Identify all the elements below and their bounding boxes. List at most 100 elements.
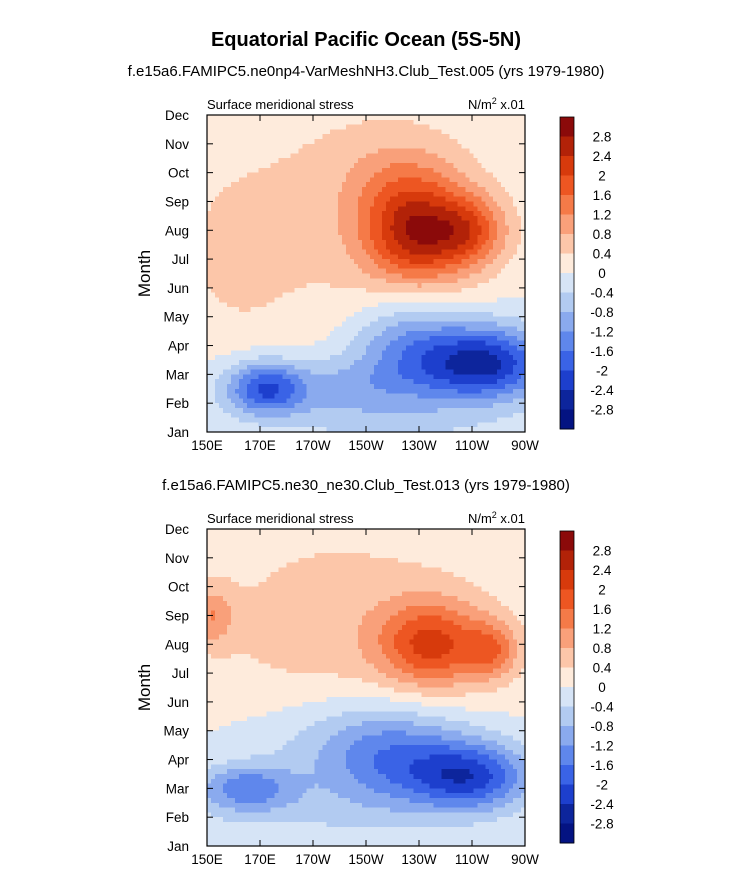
heatmap-cell: [294, 268, 300, 275]
heatmap-cell: [258, 129, 264, 135]
heatmap-cell: [409, 239, 415, 246]
heatmap-cell: [362, 273, 367, 279]
heatmap-cell: [306, 393, 311, 399]
heatmap-cell: [445, 292, 451, 299]
heatmap-cell: [377, 139, 383, 145]
heatmap-cell: [429, 143, 435, 150]
heatmap-cell: [302, 427, 307, 433]
heatmap-cell: [429, 412, 435, 419]
heatmap-cell: [218, 206, 224, 212]
heatmap-cell: [354, 263, 359, 270]
heatmap-cell: [278, 427, 284, 433]
heatmap-cell: [473, 364, 478, 371]
heatmap-cell: [346, 263, 351, 270]
heatmap-cell: [429, 153, 435, 159]
heatmap-cell: [266, 268, 272, 275]
heatmap-cell: [338, 388, 343, 395]
heatmap-cell: [358, 201, 363, 207]
heatmap-cell: [230, 115, 236, 121]
heatmap-cell: [421, 326, 427, 332]
heatmap-cell: [362, 254, 367, 260]
heatmap-cell: [489, 254, 494, 260]
heatmap-cell: [254, 345, 260, 351]
heatmap-cell: [294, 398, 300, 404]
heatmap-cell: [425, 239, 431, 246]
heatmap-cell: [354, 225, 359, 231]
heatmap-cell: [222, 403, 228, 409]
heatmap-cell: [234, 350, 240, 356]
heatmap-cell: [246, 359, 252, 366]
heatmap-cell: [214, 196, 220, 203]
heatmap-cell: [266, 326, 272, 332]
heatmap-cell: [441, 124, 447, 131]
heatmap-cell: [222, 321, 228, 327]
heatmap-cell: [342, 259, 347, 265]
heatmap-cell: [290, 407, 296, 414]
heatmap-cell: [207, 307, 212, 313]
heatmap-cell: [214, 355, 220, 361]
heatmap-cell: [481, 427, 486, 433]
heatmap-cell: [433, 383, 439, 390]
heatmap-cell: [389, 326, 395, 332]
heatmap-cell: [222, 115, 228, 121]
heatmap-cell: [453, 302, 459, 308]
heatmap-cell: [298, 167, 304, 174]
heatmap-cell: [354, 177, 359, 183]
heatmap-cell: [262, 355, 268, 361]
heatmap-cell: [298, 369, 304, 375]
heatmap-cell: [433, 388, 439, 395]
heatmap-cell: [429, 417, 435, 423]
heatmap-cell: [258, 278, 264, 284]
heatmap-cell: [497, 153, 502, 159]
heatmap-cell: [485, 167, 490, 174]
heatmap-cell: [342, 211, 347, 217]
heatmap-cell: [401, 417, 407, 423]
heatmap-cell: [246, 407, 252, 414]
heatmap-cell: [393, 427, 399, 433]
heatmap-cell: [350, 292, 355, 299]
heatmap-cell: [397, 422, 403, 428]
heatmap-cell: [397, 206, 403, 212]
heatmap-cell: [330, 321, 335, 327]
heatmap-cell: [473, 182, 478, 188]
heatmap-cell: [242, 182, 248, 188]
heatmap-cell: [330, 215, 335, 222]
heatmap-cell: [314, 215, 319, 222]
heatmap-cell: [254, 220, 260, 227]
heatmap-cell: [358, 148, 363, 155]
heatmap-cell: [250, 259, 256, 265]
heatmap-cell: [413, 259, 419, 265]
heatmap-cell: [298, 364, 304, 371]
heatmap-cell: [501, 249, 506, 255]
heatmap-cell: [302, 383, 307, 390]
heatmap-cell: [457, 412, 463, 419]
heatmap-cell: [469, 292, 474, 299]
heatmap-cell: [389, 417, 395, 423]
heatmap-cell: [393, 196, 399, 203]
heatmap-cell: [473, 148, 478, 155]
heatmap-cell: [381, 383, 387, 390]
heatmap-cell: [465, 134, 470, 140]
heatmap-cell: [469, 302, 474, 308]
heatmap-cell: [230, 278, 236, 284]
heatmap-cell: [290, 427, 296, 433]
heatmap-cell: [461, 134, 466, 140]
heatmap-cell: [262, 129, 268, 135]
heatmap-cell: [393, 287, 399, 294]
heatmap-cell: [278, 172, 284, 179]
heatmap-cell: [226, 359, 232, 366]
heatmap-cell: [290, 225, 296, 231]
heatmap-cell: [242, 249, 248, 255]
heatmap-cell: [469, 316, 474, 323]
heatmap-cell: [270, 278, 276, 284]
heatmap-cell: [226, 119, 232, 126]
heatmap-cell: [330, 364, 335, 371]
heatmap-cell: [449, 201, 455, 207]
heatmap-cell: [393, 374, 399, 380]
heatmap-cell: [318, 153, 323, 159]
heatmap-cell: [254, 211, 260, 217]
heatmap-cell: [457, 331, 463, 337]
heatmap-cell: [262, 196, 268, 203]
heatmap-cell: [350, 225, 355, 231]
heatmap-cell: [393, 340, 399, 347]
